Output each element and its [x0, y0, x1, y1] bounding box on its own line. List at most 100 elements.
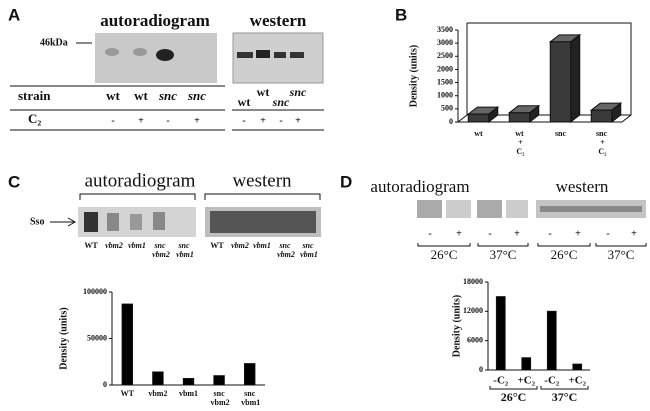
y-axis-label: Density (units): [451, 295, 462, 358]
y-tick-label: 2000: [437, 64, 453, 73]
lane-label: snc vbm2: [275, 241, 295, 259]
strain: snc: [289, 85, 307, 99]
strain: wt: [257, 85, 270, 99]
x-tick-label: snc + C₂: [596, 129, 608, 156]
bar: [546, 310, 557, 371]
treatment: -: [606, 228, 609, 239]
lane-label: vbm1: [128, 241, 146, 250]
bar: [121, 303, 134, 386]
bar: [467, 113, 490, 123]
group-label: 37°C: [552, 390, 577, 404]
temperature: 37°C: [608, 247, 635, 262]
y-tick-label: 50000: [87, 333, 107, 342]
lane-label: snc vbm1: [298, 241, 318, 259]
bar: [572, 363, 583, 371]
x-tick-label: -C₂: [544, 375, 560, 387]
treatment: -: [111, 115, 114, 126]
treatment: +: [575, 228, 581, 239]
y-tick-label: 18000: [463, 277, 483, 286]
blot-band: [133, 48, 147, 56]
treatment: +: [194, 115, 200, 126]
strain: wt: [106, 88, 120, 103]
x-tick-label: -C₂: [493, 375, 509, 387]
y-axis-label: Density (units): [58, 307, 69, 370]
panel-label: B: [395, 5, 407, 24]
treatment: +: [631, 228, 637, 239]
bar: [243, 363, 256, 386]
treatment: -: [428, 228, 431, 239]
marker: 46kDa: [40, 37, 68, 48]
x-tick-label: vbm1: [179, 389, 198, 398]
blot-band: [153, 212, 165, 230]
x-tick-label: snc vbm1: [239, 389, 260, 407]
strain: wt: [238, 95, 251, 109]
y-tick-label: 0: [103, 380, 107, 389]
x-tick-label: wt + C₂: [514, 129, 525, 156]
y-tick-label: 12000: [463, 306, 483, 315]
blot: [95, 33, 217, 83]
treatment: +: [295, 115, 301, 126]
treatment: +: [514, 228, 520, 239]
bar: [508, 112, 531, 123]
lane-label: vbm2: [231, 241, 249, 250]
lane-label: vbm1: [253, 241, 271, 250]
x-tick-label: snc vbm2: [209, 389, 230, 407]
y-tick-label: 6000: [467, 335, 483, 344]
bar: [152, 371, 164, 386]
lane-label: snc vbm1: [174, 241, 194, 259]
blot: [446, 200, 471, 218]
x-tick-label: vbm2: [148, 389, 167, 398]
blot-band: [256, 50, 270, 58]
strain: snc: [158, 88, 177, 103]
strain: snc: [187, 88, 206, 103]
strain: snc: [272, 95, 290, 109]
y-tick-label: 500: [441, 104, 453, 113]
bar: [495, 296, 506, 371]
y-tick-label: 1000: [437, 91, 453, 100]
blot-band: [107, 213, 119, 231]
lane-label: snc vbm2: [150, 241, 170, 259]
treatment: -: [548, 228, 551, 239]
protein-label: Sso: [30, 216, 44, 227]
blot-title: autoradiogram: [370, 177, 469, 196]
treatment: -: [242, 115, 245, 126]
temperature: 26°C: [551, 247, 578, 262]
lane-label: WT: [84, 241, 98, 250]
lane-label: WT: [210, 241, 224, 250]
blot-band: [210, 211, 316, 233]
blot: [417, 200, 442, 218]
blot-band: [237, 52, 253, 58]
blot-band: [290, 52, 304, 58]
treatment: +: [260, 115, 266, 126]
blot-band: [540, 206, 642, 212]
panel-label: C: [8, 172, 20, 191]
panel-label: A: [8, 5, 20, 24]
bar: [590, 109, 613, 123]
blot-band: [84, 212, 98, 232]
treatment: -: [166, 115, 169, 126]
x-tick-label: WT: [121, 389, 135, 398]
y-tick-label: 1500: [437, 77, 453, 86]
blot-band: [105, 48, 119, 56]
group-label: 26°C: [501, 390, 526, 404]
blot-title: western: [250, 11, 307, 30]
blot-title: autoradiogram: [85, 170, 196, 191]
row-label: C₂: [28, 111, 41, 126]
blot-band: [274, 52, 286, 58]
blot-band: [156, 49, 174, 61]
bar-side: [570, 33, 581, 124]
temperature: 26°C: [431, 247, 458, 262]
bracket: [489, 386, 538, 390]
y-tick-label: 0: [449, 117, 453, 126]
treatment: +: [456, 228, 462, 239]
bar: [182, 377, 195, 386]
bar: [549, 41, 572, 123]
row-label: strain: [18, 88, 51, 103]
blot-title: autoradiogram: [100, 11, 210, 30]
arrow: [50, 217, 77, 227]
blot-band: [130, 214, 142, 230]
bracket: [540, 386, 589, 390]
bar: [521, 357, 532, 371]
treatment: -: [279, 115, 282, 126]
